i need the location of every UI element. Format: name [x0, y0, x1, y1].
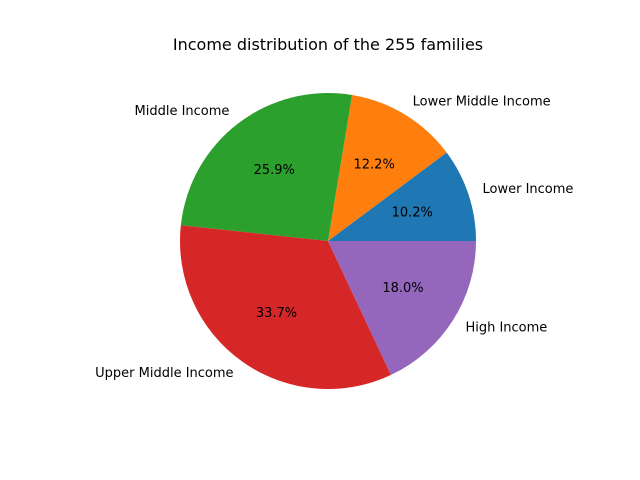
- pie-labels: Lower Income 10.2% Lower Middle Income 12.2…: [95, 94, 573, 381]
- slice-label-0: Lower Income: [483, 182, 574, 197]
- pie-slice-2: [180, 93, 353, 241]
- pie-slice-0: [328, 152, 476, 241]
- slice-percent-4: 18.0%: [382, 281, 423, 296]
- pie-slices: [180, 93, 476, 390]
- pie-slice-1: [328, 94, 447, 241]
- slice-label-2: Middle Income: [135, 104, 230, 119]
- slice-percent-2: 25.9%: [254, 163, 295, 178]
- slice-label-3: Upper Middle Income: [95, 366, 233, 381]
- pie-slice-3: [180, 225, 392, 390]
- slice-percent-3: 33.7%: [256, 306, 297, 321]
- pie-slice-4: [328, 241, 476, 375]
- slice-percent-0: 10.2%: [392, 206, 433, 221]
- slice-label-4: High Income: [465, 321, 547, 336]
- slice-label-1: Lower Middle Income: [413, 94, 551, 109]
- slice-percent-1: 12.2%: [354, 158, 395, 173]
- chart-title: Income distribution of the 255 families: [173, 35, 483, 54]
